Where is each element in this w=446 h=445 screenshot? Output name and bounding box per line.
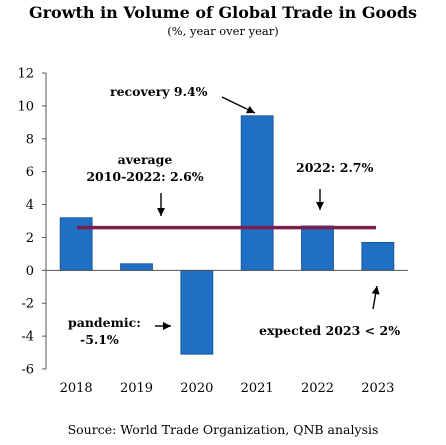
expected-2023-arrow-icon [371, 285, 380, 310]
bar-2021 [240, 115, 274, 271]
chart-title: Growth in Volume of Global Trade in Good… [28, 3, 418, 22]
bar-2022 [301, 225, 334, 271]
y-tick-label: 8 [26, 132, 34, 147]
x-tick-label: 2020 [180, 381, 213, 396]
average-annotation-text: average [118, 152, 173, 167]
pandemic-arrow-icon [155, 322, 171, 330]
x-axis: 2018 2019 2020 2021 2022 2023 [46, 269, 408, 396]
x-tick-label: 2022 [301, 381, 334, 396]
annotation-2022-text: 2022: 2.7% [296, 160, 374, 175]
pandemic-annotation-text: pandemic: [68, 315, 141, 330]
y-axis: -6 -4 -2 0 2 4 6 8 10 12 [17, 67, 47, 378]
pandemic-annotation-text: -5.1% [80, 332, 119, 347]
bar-2023 [361, 241, 395, 271]
y-tick-label: 6 [26, 165, 34, 180]
x-tick-label: 2021 [241, 381, 274, 396]
chart-subtitle: (%, year over year) [167, 24, 279, 38]
recovery-annotation-text: recovery 9.4% [110, 84, 208, 99]
y-tick-label: 12 [17, 67, 34, 82]
chart-source: Source: World Trade Organization, QNB an… [67, 422, 379, 437]
y-tick-label: 2 [26, 231, 34, 246]
recovery-arrow-icon [221, 96, 256, 114]
bar-2020 [180, 269, 214, 355]
x-tick-label: 2019 [120, 381, 153, 396]
x-tick-label: 2023 [361, 381, 394, 396]
bar-2018 [59, 217, 93, 271]
y-tick-label: -4 [21, 330, 34, 345]
y-tick-label: -2 [21, 297, 34, 312]
average-arrow-icon [157, 193, 165, 216]
bar-2019 [120, 263, 153, 271]
annotations: recovery 9.4% average 2010-2022: 2.6% 2022:… [68, 84, 400, 347]
y-tick-label: -6 [21, 363, 34, 378]
arrow-2022-icon [316, 189, 324, 210]
y-tick-label: 0 [26, 264, 34, 279]
y-tick-label: 4 [26, 198, 34, 213]
y-tick-label: 10 [17, 99, 34, 114]
bar-chart: -6 -4 -2 0 2 4 6 8 10 12 2018 2019 2020 2021 2022 2023… [17, 67, 408, 396]
expected-2023-annotation-text: expected 2023 < 2% [259, 323, 400, 338]
x-tick-label: 2018 [60, 381, 93, 396]
average-annotation-text: 2010-2022: 2.6% [86, 169, 203, 184]
